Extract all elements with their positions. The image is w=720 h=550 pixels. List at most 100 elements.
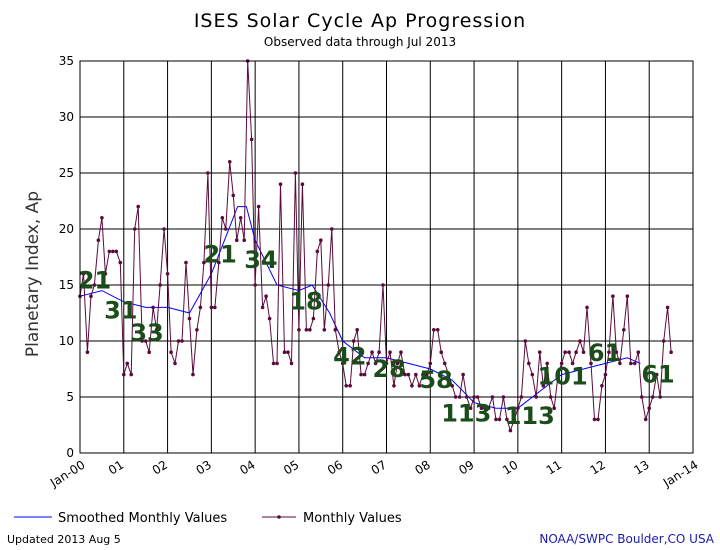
- cycle-annotation: 113: [441, 400, 491, 428]
- y-tick-label: 5: [66, 390, 74, 404]
- monthly-value-point: [311, 316, 316, 321]
- cycle-annotation: 61: [588, 339, 621, 367]
- monthly-value-point: [107, 249, 112, 254]
- monthly-value-point: [206, 171, 210, 175]
- cycle-annotation: 61: [641, 360, 674, 388]
- monthly-value-point: [249, 137, 254, 142]
- monthly-value-point: [308, 328, 312, 332]
- x-tick-label: 02: [150, 458, 170, 478]
- monthly-value-point: [654, 372, 659, 377]
- x-tick-label: 13: [631, 458, 651, 478]
- y-tick-labels: 0 5 10 15 20 25 30 35: [59, 54, 74, 460]
- x-tick-label: 05: [281, 458, 301, 478]
- monthly-value-point: [267, 316, 272, 321]
- monthly-value-point: [370, 350, 374, 355]
- monthly-value-point: [406, 372, 411, 377]
- monthly-value-point: [388, 350, 392, 355]
- monthly-value-point: [501, 395, 506, 399]
- monthly-value-point: [118, 260, 123, 265]
- cycle-annotation: 33: [130, 319, 163, 347]
- monthly-value-point: [129, 372, 134, 377]
- monthly-value-point: [319, 238, 323, 242]
- monthly-value-point: [519, 395, 524, 399]
- monthly-value-point: [497, 417, 502, 422]
- monthly-value-point: [180, 339, 184, 343]
- monthly-value-point: [545, 361, 549, 366]
- monthly-value-point: [483, 406, 487, 411]
- x-tick-label: Jan-00: [47, 458, 88, 491]
- monthly-value-point: [410, 384, 414, 388]
- monthly-value-point: [286, 350, 290, 355]
- monthly-value-point: [552, 406, 556, 411]
- monthly-value-point: [213, 305, 217, 310]
- monthly-value-point: [220, 216, 225, 220]
- monthly-value-point: [581, 350, 586, 355]
- legend-monthly-label: Monthly Values: [303, 511, 402, 526]
- monthly-value-point: [355, 328, 359, 332]
- y-tick-label: 10: [59, 334, 74, 348]
- monthly-value-point: [217, 260, 221, 265]
- monthly-value-point: [479, 406, 484, 411]
- x-tick-label: 03: [194, 458, 214, 478]
- monthly-value-point: [639, 395, 644, 399]
- monthly-value-point: [136, 204, 141, 209]
- monthly-value-point: [559, 361, 564, 366]
- cycle-annotation: 28: [372, 355, 405, 383]
- cycle-annotation: 42: [333, 343, 366, 371]
- monthly-value-point: [359, 372, 363, 377]
- monthly-value-point: [625, 294, 630, 299]
- monthly-value-point: [548, 395, 553, 399]
- monthly-value-point: [256, 204, 261, 209]
- cycle-annotation: 21: [203, 241, 236, 269]
- monthly-value-point: [661, 339, 666, 343]
- monthly-value-point: [96, 238, 101, 242]
- monthly-value-point: [260, 305, 265, 310]
- monthly-value-point: [534, 395, 539, 399]
- monthly-value-point: [85, 350, 90, 355]
- monthly-value-point: [348, 384, 352, 388]
- monthly-value-point: [556, 372, 560, 377]
- monthly-value-point: [395, 361, 400, 366]
- monthly-value-point: [304, 328, 309, 332]
- monthly-value-point: [322, 328, 327, 332]
- cycle-annotation: 21: [78, 266, 111, 294]
- monthly-value-point: [512, 417, 517, 422]
- monthly-value-point: [435, 328, 440, 332]
- cycle-annotation: 58: [419, 366, 452, 394]
- cycle-annotation: 31: [104, 297, 137, 325]
- monthly-value-point: [92, 283, 97, 287]
- monthly-value-point: [472, 395, 476, 399]
- monthly-value-point: [399, 350, 403, 355]
- monthly-value-point: [589, 361, 593, 366]
- monthly-value-point: [632, 361, 637, 366]
- x-tick-label: 09: [456, 458, 476, 478]
- monthly-value-point: [362, 372, 367, 377]
- y-axis-label: Planetary Index, Ap: [23, 191, 43, 357]
- monthly-value-point: [227, 160, 232, 164]
- monthly-value-point: [537, 350, 542, 355]
- monthly-value-point: [282, 350, 287, 355]
- monthly-value-point: [366, 361, 370, 366]
- monthly-value-point: [450, 384, 454, 388]
- monthly-value-point: [629, 361, 633, 366]
- monthly-value-point: [384, 361, 389, 366]
- monthly-value-point: [570, 361, 575, 366]
- monthly-value-point: [169, 350, 173, 355]
- monthly-value-point: [475, 395, 480, 399]
- x-tick-label: 07: [369, 458, 389, 478]
- monthly-value-point: [151, 305, 155, 310]
- monthly-value-point: [293, 171, 298, 175]
- monthly-value-point: [461, 372, 465, 377]
- monthly-value-point: [132, 227, 137, 231]
- plot-frame: [79, 60, 694, 454]
- monthly-value-point: [114, 249, 119, 254]
- monthly-value-point: [457, 395, 462, 399]
- monthly-value-point: [530, 372, 535, 377]
- monthly-value-point: [333, 328, 338, 332]
- monthly-value-point: [490, 395, 495, 399]
- monthly-value-point: [234, 238, 239, 242]
- monthly-value-point: [468, 406, 473, 411]
- monthly-value-point: [202, 260, 206, 265]
- smoothed-monthly-values-line: [79, 206, 641, 409]
